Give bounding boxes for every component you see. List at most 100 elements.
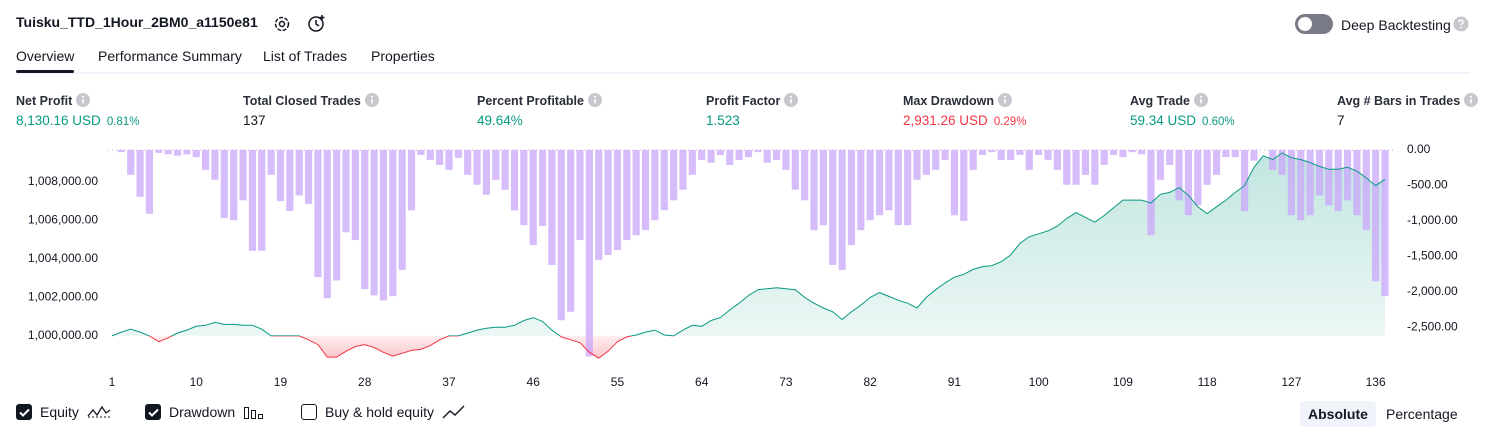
info-icon[interactable]: [76, 93, 91, 107]
settings-icon[interactable]: [272, 14, 292, 34]
drawdown-bar: [744, 150, 753, 158]
drawdown-bar: [885, 150, 893, 211]
drawdown-layer: [117, 150, 1389, 357]
drawdown-bar: [829, 150, 837, 265]
drawdown-bar: [1334, 150, 1342, 212]
x-tick-label: 136: [1366, 375, 1386, 389]
drawdown-bar: [1166, 150, 1174, 165]
drawdown-bar: [1222, 150, 1230, 158]
drawdown-bar: [1072, 150, 1080, 185]
legend-label: Buy & hold equity: [325, 404, 434, 420]
mode-button[interactable]: Percentage: [1386, 406, 1458, 422]
metric-value: 7: [1337, 113, 1478, 128]
drawdown-bar: [379, 150, 388, 301]
drawdown-bar: [838, 150, 846, 270]
help-icon[interactable]: [1453, 16, 1469, 32]
drawdown-bar: [314, 150, 322, 277]
drawdown-bar: [1306, 150, 1314, 216]
metric: Total Closed Trades 137: [243, 93, 379, 128]
drawdown-bar: [1203, 150, 1211, 185]
metric-label: Total Closed Trades: [243, 94, 361, 108]
drawdown-bar: [436, 150, 444, 165]
y-tick-label: 1,008,000.00: [28, 174, 98, 188]
buy-hold-toggle[interactable]: Buy & hold equity: [301, 404, 466, 420]
y2-tick-label: -1,500.00: [1407, 249, 1458, 263]
info-icon[interactable]: [784, 93, 799, 107]
drawdown-bar: [1053, 150, 1061, 170]
drawdown-bar: [913, 150, 921, 180]
drawdown-bar: [651, 150, 659, 221]
drawdown-bar: [595, 150, 603, 260]
metric-number: 7: [1337, 113, 1345, 128]
drawdown-bar: [847, 150, 856, 246]
metric-percent: 0.81%: [106, 116, 140, 128]
y-tick-label: 1,004,000.00: [28, 251, 98, 265]
drawdown-bar: [791, 150, 799, 190]
info-icon[interactable]: [1193, 93, 1208, 107]
drawdown-bar: [127, 150, 135, 175]
metric-label: Percent Profitable: [477, 94, 584, 108]
info-icon[interactable]: [587, 93, 602, 107]
checkbox[interactable]: [145, 404, 161, 420]
drawdown-bar: [276, 150, 285, 202]
drawdown-bar: [473, 150, 481, 185]
drawdown-bar: [904, 150, 912, 226]
metric-label: Avg # Bars in Trades: [1337, 94, 1461, 108]
drawdown-bar: [1343, 150, 1352, 201]
drawdown-bar: [361, 150, 369, 290]
drawdown-bar: [333, 150, 341, 281]
drawdown-bar: [1175, 150, 1183, 201]
tab[interactable]: Overview: [16, 48, 75, 73]
equity-icon: [87, 405, 111, 418]
x-tick-label: 10: [190, 375, 204, 389]
mode-button[interactable]: Absolute: [1300, 401, 1376, 427]
metric-value: 49.64%: [477, 113, 602, 128]
x-tick-label: 82: [864, 375, 878, 389]
strategy-title: Tuisku_TTD_1Hour_2BM0_a1150e81: [16, 14, 258, 30]
drawdown-bar: [258, 150, 266, 251]
drawdown-bar: [501, 150, 509, 190]
replay-icon[interactable]: [306, 13, 328, 35]
drawdown-bar: [623, 150, 631, 241]
drawdown-bar: [417, 150, 425, 155]
metric-number: 59.34 USD: [1130, 113, 1197, 128]
chart: 1,000,000.00 1,002,000.00 1,004,000.00 1,00…: [28, 142, 1458, 389]
metric-label: Profit Factor: [706, 94, 781, 108]
drawdown-bar: [772, 150, 781, 160]
drawdown-bar: [735, 150, 743, 160]
drawdown-bar: [520, 150, 528, 226]
drawdown-bar: [1287, 150, 1295, 216]
drawdown-toggle[interactable]: Drawdown: [145, 404, 265, 420]
tab[interactable]: Performance Summary: [98, 48, 242, 64]
drawdown-bar: [1297, 150, 1305, 221]
drawdown-bar: [1128, 150, 1136, 153]
drawdown-bar: [716, 150, 725, 155]
metric: Avg Trade 59.34 USD 0.60%: [1130, 93, 1235, 128]
metric-value: 2,931.26 USD 0.29%: [903, 113, 1026, 128]
tab[interactable]: Properties: [371, 48, 435, 64]
drawdown-bar: [875, 150, 884, 216]
drawdown-bar: [857, 150, 865, 231]
checkbox[interactable]: [301, 404, 317, 420]
info-icon[interactable]: [364, 93, 379, 107]
drawdown-bar: [1315, 150, 1324, 196]
drawdown-bar: [136, 150, 144, 197]
drawdown-bar: [894, 150, 902, 226]
drawdown-bar: [548, 150, 556, 265]
info-icon[interactable]: [1464, 93, 1479, 107]
drawdown-bar: [239, 150, 247, 201]
checkbox[interactable]: [16, 404, 32, 420]
tab[interactable]: List of Trades: [263, 48, 348, 64]
equity-toggle[interactable]: Equity: [16, 404, 111, 420]
drawdown-bar: [323, 150, 331, 299]
drawdown-bar: [988, 150, 996, 153]
metric-value: 59.34 USD 0.60%: [1130, 113, 1235, 128]
drawdown-bar: [407, 150, 416, 211]
drawdown-bar: [1325, 150, 1333, 206]
drawdown-bar: [969, 150, 977, 170]
info-icon[interactable]: [998, 93, 1012, 107]
deep-backtesting-toggle[interactable]: [1295, 14, 1333, 34]
drawdown-bar: [1231, 150, 1239, 158]
drawdown-bar: [248, 150, 257, 251]
